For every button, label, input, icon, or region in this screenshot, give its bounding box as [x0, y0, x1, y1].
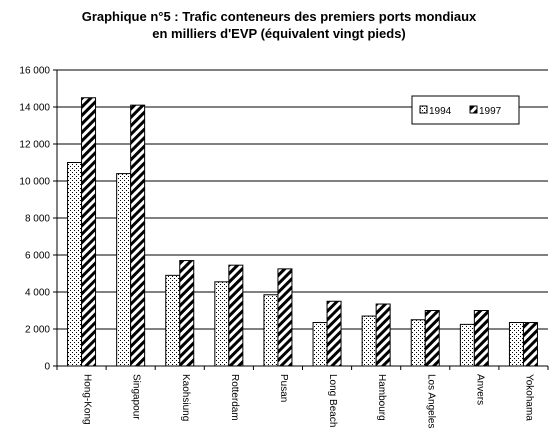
- legend-label-1997: 1997: [479, 106, 502, 117]
- bar-1997-kaohsiung: [179, 260, 195, 367]
- bars: [67, 97, 538, 367]
- x-tick-label: Yokohama: [523, 374, 534, 421]
- x-tick-label: Long Beach: [327, 374, 338, 427]
- x-tick-label: Hong-Kong: [82, 374, 93, 425]
- bar-1994-yokohama: [508, 322, 524, 367]
- y-tick-label: 4 000: [25, 288, 50, 299]
- y-tick-label: 6 000: [25, 251, 50, 262]
- x-tick-label: Singapour: [131, 374, 142, 420]
- x-tick-label: Anvers: [474, 374, 485, 405]
- y-axis: 0 2 000 4 000 6 000 8 000 10 000 12 000 14 000 1…: [19, 66, 58, 373]
- chart-title-block: Graphique n°5 : Trafic conteneurs des pr…: [0, 8, 558, 42]
- y-tick-label: 12 000: [19, 140, 50, 151]
- x-tick-label: Pusan: [278, 374, 289, 402]
- bar-1994-pusan: [263, 294, 279, 367]
- bar-1997-singapour: [130, 104, 146, 367]
- x-tick-label: Rotterdam: [229, 374, 240, 421]
- y-tick-label: 0: [44, 362, 50, 373]
- bar-1994-kaohsiung: [165, 274, 181, 367]
- legend-swatch-1997: [469, 105, 478, 114]
- chart-subtitle: en milliers d'EVP (équivalent vingt pied…: [152, 26, 406, 41]
- legend-box: [411, 95, 520, 125]
- bar-1997-yokohama: [522, 322, 538, 367]
- y-tick-label: 16 000: [19, 66, 50, 77]
- x-tick-label: Los Angeles: [425, 374, 436, 429]
- bar-1994-long-beach: [312, 322, 328, 367]
- bar-1997-hong-kong: [81, 97, 97, 367]
- bar-1994-rotterdam: [214, 281, 230, 367]
- x-tick-label: Hambourg: [376, 374, 387, 421]
- bar-1997-pusan: [277, 268, 293, 367]
- bar-1994-anvers: [459, 323, 475, 367]
- bar-1994-hong-kong: [67, 162, 83, 367]
- x-axis: Hong-Kong Singapour Kaohsiung Rotterdam Pusa…: [56, 365, 549, 429]
- bar-1997-anvers: [473, 310, 489, 367]
- bar-1994-los-angeles: [410, 319, 426, 367]
- legend: 1994 1997: [411, 95, 520, 125]
- bar-1994-singapour: [116, 173, 132, 367]
- bar-1994-hambourg: [361, 315, 377, 367]
- bar-1997-hambourg: [375, 303, 391, 367]
- y-tick-label: 8 000: [25, 214, 50, 225]
- legend-swatch-1994: [419, 105, 428, 114]
- bar-1997-rotterdam: [228, 264, 244, 367]
- y-tick-label: 14 000: [19, 103, 50, 114]
- bar-1997-los-angeles: [424, 310, 440, 367]
- y-tick-label: 2 000: [25, 325, 50, 336]
- legend-label-1994: 1994: [429, 106, 452, 117]
- bar-1997-long-beach: [326, 300, 342, 367]
- x-tick-label: Kaohsiung: [180, 374, 191, 421]
- chart-title: Graphique n°5 : Trafic conteneurs des pr…: [81, 9, 477, 24]
- y-tick-label: 10 000: [19, 177, 50, 188]
